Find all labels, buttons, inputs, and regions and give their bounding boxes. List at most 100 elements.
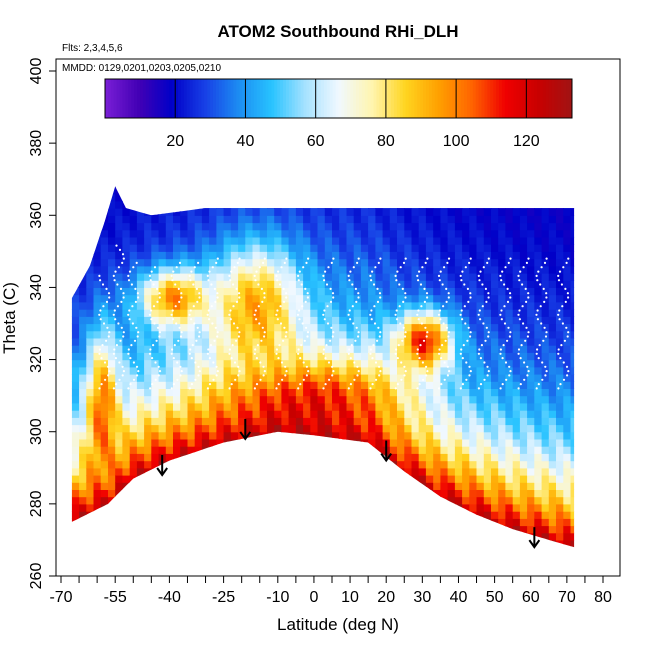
heatmap-cell bbox=[332, 489, 340, 498]
heatmap-cell bbox=[519, 518, 528, 527]
heatmap-cell bbox=[389, 244, 398, 252]
heatmap-cell bbox=[93, 467, 102, 476]
heatmap-cell bbox=[115, 388, 123, 397]
heatmap-cell bbox=[144, 208, 152, 216]
heatmap-cell bbox=[194, 381, 203, 389]
heatmap-cell bbox=[418, 532, 427, 541]
flight-trace-point bbox=[378, 374, 381, 377]
heatmap-cell bbox=[115, 287, 123, 296]
heatmap-cell bbox=[151, 229, 160, 238]
heatmap-cell bbox=[252, 525, 261, 534]
heatmap-cell bbox=[512, 381, 521, 389]
heatmap-cell bbox=[108, 359, 116, 368]
flight-trace-point bbox=[190, 318, 193, 321]
heatmap-cell bbox=[165, 244, 174, 252]
heatmap-cell bbox=[505, 503, 514, 512]
heatmap-cell bbox=[79, 438, 87, 447]
heatmap-cell bbox=[505, 251, 514, 260]
heatmap-cell bbox=[274, 193, 282, 202]
heatmap-cell bbox=[230, 467, 239, 476]
heatmap-cell bbox=[476, 200, 485, 209]
heatmap-cell bbox=[86, 511, 95, 519]
heatmap-cell bbox=[491, 287, 499, 296]
heatmap-cell bbox=[238, 525, 246, 534]
heatmap-cell bbox=[223, 251, 232, 260]
heatmap-cell bbox=[527, 374, 535, 382]
heatmap-cell bbox=[556, 489, 564, 498]
heatmap-cell bbox=[447, 410, 456, 418]
heatmap-cell bbox=[238, 316, 246, 325]
heatmap-cell bbox=[433, 208, 441, 216]
tropopause-arrow-head bbox=[156, 467, 168, 477]
colorbar-tick-label: 20 bbox=[166, 133, 184, 150]
flight-trace-point bbox=[118, 361, 121, 364]
heatmap-cell bbox=[519, 301, 528, 310]
heatmap-cell bbox=[173, 265, 181, 274]
heatmap-cell bbox=[108, 193, 116, 202]
heatmap-cell bbox=[454, 222, 463, 231]
flight-trace-point bbox=[509, 331, 512, 334]
heatmap-cell bbox=[375, 301, 384, 310]
heatmap-cell bbox=[454, 280, 463, 288]
heatmap-cell bbox=[476, 208, 485, 216]
heatmap-cell bbox=[303, 475, 311, 483]
heatmap-cell bbox=[129, 381, 138, 389]
heatmap-cell bbox=[548, 244, 557, 252]
heatmap-cell bbox=[165, 200, 174, 209]
heatmap-cell bbox=[288, 301, 297, 310]
heatmap-cell bbox=[556, 388, 564, 397]
flight-trace-point bbox=[500, 318, 503, 321]
heatmap-cell bbox=[173, 554, 181, 562]
heatmap-cell bbox=[295, 475, 304, 483]
colorbar-swatch bbox=[230, 79, 234, 118]
heatmap-cell bbox=[151, 410, 160, 418]
heatmap-cell bbox=[252, 475, 261, 483]
heatmap-cell bbox=[108, 244, 116, 252]
heatmap-cell bbox=[238, 359, 246, 368]
heatmap-cell bbox=[353, 475, 362, 483]
heatmap-cell bbox=[498, 402, 506, 411]
flight-trace-point bbox=[276, 309, 279, 312]
flight-trace-point bbox=[425, 335, 428, 338]
heatmap-cell bbox=[122, 222, 131, 231]
heatmap-cell bbox=[469, 547, 477, 555]
heatmap-cell bbox=[209, 374, 217, 382]
flight-trace-point bbox=[379, 296, 382, 299]
heatmap-cell bbox=[418, 503, 427, 512]
flight-trace-point bbox=[351, 283, 354, 286]
flight-trace-point bbox=[518, 309, 521, 312]
heatmap-cell bbox=[425, 345, 434, 353]
heatmap-cell bbox=[433, 503, 441, 512]
heatmap-cell bbox=[454, 489, 463, 498]
heatmap-cell bbox=[267, 431, 275, 440]
heatmap-cell bbox=[136, 532, 145, 541]
heatmap-cell bbox=[79, 316, 87, 325]
heatmap-cell bbox=[100, 330, 109, 339]
heatmap-cell bbox=[556, 453, 564, 462]
heatmap-cell bbox=[100, 496, 109, 505]
heatmap-cell bbox=[375, 475, 384, 483]
heatmap-cell bbox=[281, 374, 290, 382]
flight-trace-point bbox=[212, 378, 215, 381]
flight-trace-point bbox=[137, 331, 140, 334]
flight-trace-point bbox=[378, 292, 382, 295]
heatmap-cell bbox=[541, 244, 550, 252]
colorbar-swatch bbox=[145, 79, 150, 118]
heatmap-cell bbox=[447, 453, 456, 462]
heatmap-cell bbox=[223, 460, 232, 469]
heatmap-cell bbox=[252, 503, 261, 512]
heatmap-cell bbox=[317, 244, 326, 252]
colorbar-swatch bbox=[131, 79, 135, 118]
heatmap-cell bbox=[339, 511, 347, 519]
heatmap-cell bbox=[129, 186, 138, 187]
heatmap-cell bbox=[165, 431, 174, 440]
flight-trace-point bbox=[523, 378, 526, 381]
heatmap-cell bbox=[382, 323, 391, 332]
heatmap-cell bbox=[563, 503, 572, 512]
heatmap-cell bbox=[108, 352, 116, 361]
heatmap-cell bbox=[223, 294, 232, 303]
colorbar-swatch bbox=[294, 79, 299, 118]
heatmap-cell bbox=[194, 424, 203, 433]
heatmap-cell bbox=[447, 280, 456, 288]
heatmap-cell bbox=[223, 236, 232, 245]
